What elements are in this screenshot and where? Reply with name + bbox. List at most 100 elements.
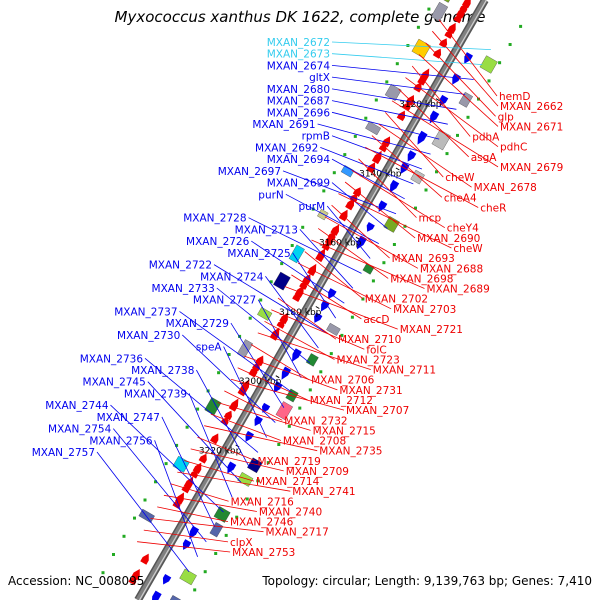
reverse-gene-arrow-shape [172, 500, 181, 509]
leader-line [223, 346, 267, 438]
gene-label: MXAN_2741 [292, 486, 355, 498]
leader-line [248, 217, 362, 274]
gene-label: MXAN_2753 [232, 547, 295, 559]
reverse-gene-arrow [128, 576, 137, 586]
feature-block-shape [326, 322, 341, 336]
gene-label: MXAN_2703 [393, 304, 456, 316]
track-dot [203, 570, 207, 574]
gene-label: MXAN_2730 [117, 330, 180, 342]
reverse-gene-arrow [209, 433, 219, 445]
feature-block [479, 55, 498, 74]
gene-label: MXAN_2757 [32, 447, 95, 459]
leader-line [161, 416, 216, 528]
feature-block [138, 508, 155, 523]
gene-label: MXAN_2706 [311, 375, 375, 387]
leader-line [405, 77, 499, 148]
track-dot [287, 424, 291, 428]
feature-block [340, 165, 355, 178]
reverse-gene-arrow-shape [276, 320, 285, 329]
track-dot [217, 371, 221, 375]
reverse-gene-arrow-shape [444, 30, 453, 39]
reverse-gene-arrow-shape [349, 193, 358, 203]
reverse-gene-arrow [453, 14, 462, 24]
track-dot [350, 315, 354, 319]
reverse-gene-arrow [349, 193, 358, 203]
feature-block-shape [138, 508, 155, 523]
gene-label: clpX [230, 537, 253, 549]
track-dot [477, 97, 480, 101]
track-dot [322, 189, 326, 193]
gene-label: MXAN_2722 [149, 260, 212, 272]
feature-block [273, 271, 291, 291]
track-dot [319, 370, 323, 374]
leader-line [210, 413, 282, 441]
gene-label: MXAN_2721 [400, 324, 463, 336]
feature-block [257, 307, 273, 321]
leader-line [331, 88, 457, 110]
forward-gene-arrow [439, 94, 449, 107]
track-dot [214, 552, 218, 555]
gene-label: MXAN_2711 [373, 365, 436, 377]
leader-line [317, 123, 431, 155]
track-dot [277, 443, 281, 446]
gene-label: MXAN_2699 [267, 178, 330, 190]
leader-line [331, 135, 423, 170]
leader-line [326, 205, 371, 259]
gene-label: MXAN_2716 [231, 496, 295, 508]
leader-line [304, 251, 364, 300]
leader-line [291, 274, 362, 320]
leader-line [285, 193, 379, 244]
forward-gene-arrow [182, 539, 192, 550]
track-dot [133, 516, 136, 520]
feature-block-shape [383, 216, 400, 233]
track-dot [361, 297, 365, 301]
reverse-gene-arrow-shape [140, 553, 149, 565]
track-dot [256, 479, 260, 483]
track-dot [340, 333, 344, 337]
leader-line [204, 425, 318, 452]
leader-line [378, 123, 472, 188]
feature-block-shape [458, 91, 473, 108]
gene-label: MXAN_2691 [252, 119, 315, 131]
gene-label: MXAN_2717 [266, 527, 329, 539]
leader-line [244, 355, 338, 391]
track-dot [392, 243, 396, 246]
track-dot [374, 98, 378, 102]
feature-block [172, 455, 190, 473]
scale-tick-layer: 3120 kbp 3140 kbp 3160 kbp 3180 kbp 3200 kbp… [199, 98, 442, 457]
feature-block-shape [440, 0, 455, 3]
leader-line [331, 111, 440, 140]
scale-tick-label: 3180 kbp [279, 308, 322, 318]
feature-block-shape [288, 244, 305, 264]
feature-block-shape [273, 271, 291, 291]
feature-block [431, 129, 451, 151]
track-dot [343, 153, 347, 157]
forward-gene-arrow-shape [366, 222, 375, 232]
reverse-gene-arrow-shape [378, 143, 387, 153]
leader-line [331, 65, 474, 80]
feature-block [411, 38, 431, 59]
scale-tick-label: 3220 kbp [199, 447, 242, 457]
reverse-gene-arrow-shape [366, 162, 376, 174]
gene-label: MXAN_2715 [313, 425, 376, 437]
reverse-gene-arrow [315, 248, 326, 263]
reverse-gene-arrow [438, 38, 448, 49]
reverse-gene-arrow [172, 500, 181, 509]
feature-block-shape [365, 121, 382, 136]
gene-label: purM [298, 201, 325, 213]
gene-label: MXAN_2694 [267, 154, 331, 166]
leader-line [398, 88, 469, 158]
topology-text: Topology: circular; Length: 9,139,763 bp… [262, 574, 592, 588]
forward-gene-arrow [407, 150, 417, 162]
gene-label: MXAN_2746 [230, 517, 294, 529]
leader-line [358, 158, 417, 218]
gene-label: MXAN_2698 [390, 273, 453, 285]
feature-block-shape [275, 401, 293, 421]
reverse-gene-arrow [237, 387, 246, 397]
track-dot [435, 170, 438, 174]
gene-label: gltX [309, 72, 330, 84]
leader-line [251, 240, 345, 304]
gene-label: MXAN_2738 [131, 365, 194, 377]
track-dot [508, 43, 512, 46]
reverse-gene-arrow [189, 469, 198, 479]
